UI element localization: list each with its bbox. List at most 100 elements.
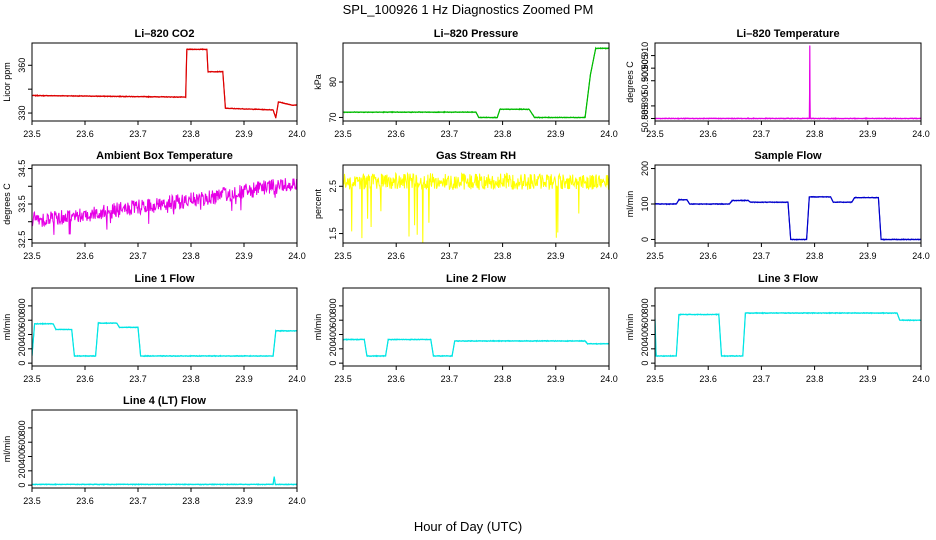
y-tick-label: 330: [17, 106, 27, 121]
series-line: [32, 47, 297, 119]
panel-ylabel: ml/min: [625, 314, 635, 341]
x-tick-label: 23.7: [129, 251, 147, 261]
y-tick-label: 400: [17, 327, 27, 342]
plot-frame: [31, 409, 298, 489]
y-tick-label: 800: [17, 420, 27, 435]
series-line: [655, 69, 921, 120]
series-group: [32, 47, 297, 119]
plot-frame: [342, 287, 610, 367]
series-line-steps: [32, 48, 297, 118]
x-tick-label: 23.8: [494, 374, 512, 384]
y-tick-label: 800: [17, 298, 27, 313]
panel-6: Sample Flow ml/min 23.5 23.6 23.7 23.8 23.9 24.…: [625, 150, 930, 261]
plot-frame: [31, 42, 298, 122]
y-tick-label: 70: [328, 112, 338, 122]
series-line-steps: [32, 476, 297, 485]
x-tick-label: 23.5: [334, 129, 352, 139]
x-tick-label: 23.5: [23, 374, 41, 384]
series-group: [655, 45, 921, 120]
series-line: [343, 171, 609, 243]
plot-frame: [654, 287, 922, 367]
x-tick-label: 24.0: [912, 129, 930, 139]
x-tick-label: 23.8: [494, 251, 512, 261]
panel-title: Line 3 Flow: [758, 273, 818, 285]
series-group: [655, 311, 921, 358]
x-tick-label: 23.9: [547, 129, 565, 139]
panel-ylabel: ml/min: [625, 191, 635, 218]
x-tick-label: 24.0: [288, 374, 306, 384]
x-tick-label: 24.0: [912, 251, 930, 261]
x-tick-label: 23.6: [387, 374, 405, 384]
series-line: [32, 477, 297, 486]
x-tick-label: 23.5: [334, 251, 352, 261]
y-tick-label: 400: [640, 327, 650, 342]
panel-title: Line 2 Flow: [446, 273, 506, 285]
y-tick-label: 360: [17, 58, 27, 73]
x-tick-label: 24.0: [600, 129, 618, 139]
panel-ylabel: percent: [313, 188, 323, 219]
y-tick-label: 600: [17, 435, 27, 450]
y-tick-label: 0: [328, 361, 338, 366]
series-line: [655, 195, 921, 241]
series-group: [655, 195, 921, 241]
x-tick-label: 23.6: [76, 496, 94, 506]
y-tick-label: 600: [640, 313, 650, 328]
x-tick-label: 23.5: [23, 251, 41, 261]
panel-ylabel: Licor ppm: [2, 62, 12, 102]
panel-title: Li–820 CO2: [135, 28, 195, 40]
y-tick-label: 800: [328, 298, 338, 313]
x-tick-label: 24.0: [288, 251, 306, 261]
series-line-steps: [655, 312, 921, 357]
y-tick-label: 200: [17, 463, 27, 478]
x-tick-label: 23.6: [699, 374, 717, 384]
series-group: [32, 178, 297, 235]
panel-ylabel: ml/min: [2, 314, 12, 341]
x-tick-label: 23.9: [547, 251, 565, 261]
x-tick-label: 23.5: [334, 374, 352, 384]
x-tick-label: 23.5: [23, 496, 41, 506]
panel-ylabel: degrees C: [2, 183, 12, 225]
panel-7: Line 1 Flow ml/min 23.5 23.6 23.7 23.8 23.9 24.…: [2, 273, 306, 384]
y-tick-label: 0: [17, 483, 27, 488]
y-tick-label: 400: [328, 327, 338, 342]
x-tick-label: 23.7: [129, 496, 147, 506]
x-tick-label: 23.9: [235, 129, 253, 139]
x-tick-label: 23.7: [753, 251, 771, 261]
series-line-steps: [655, 45, 921, 120]
panel-5: Gas Stream RH percent 23.5 23.6 23.7 23.8 23.9…: [313, 150, 618, 261]
panel-title: Ambient Box Temperature: [96, 150, 233, 162]
panel-3: Li–820 Temperature degrees C 23.5 23.6 23.7 2…: [625, 28, 930, 139]
y-tick-label: 2.5: [328, 180, 338, 193]
y-tick-label: 0: [640, 361, 650, 366]
y-tick-label: 50.905: [640, 54, 650, 82]
series-group: [32, 476, 297, 486]
panel-ylabel: kPa: [313, 74, 323, 90]
panel-title: Li–820 Temperature: [736, 28, 839, 40]
x-tick-label: 23.9: [859, 374, 877, 384]
series-group: [343, 171, 609, 243]
y-tick-label: 80: [328, 77, 338, 87]
y-tick-label: 34.5: [17, 160, 27, 178]
x-tick-label: 23.7: [441, 129, 459, 139]
x-tick-label: 23.5: [646, 129, 664, 139]
x-tick-label: 23.6: [699, 129, 717, 139]
y-tick-label: 0: [640, 237, 650, 242]
x-tick-label: 23.6: [76, 374, 94, 384]
panel-title: Line 4 (LT) Flow: [123, 395, 206, 407]
x-tick-label: 23.5: [23, 129, 41, 139]
x-tick-label: 23.8: [806, 374, 824, 384]
y-tick-label: 50.900: [640, 67, 650, 95]
series-line: [343, 46, 609, 119]
panel-10: Line 4 (LT) Flow ml/min 23.5 23.6 23.7 23.8 23…: [2, 395, 306, 506]
y-tick-label: 100: [640, 196, 650, 211]
x-tick-label: 24.0: [600, 251, 618, 261]
x-tick-label: 23.8: [182, 374, 200, 384]
y-tick-label: 0: [17, 361, 27, 366]
y-tick-label: 200: [328, 341, 338, 356]
figure-xlabel: Hour of Day (UTC): [414, 519, 522, 534]
x-tick-label: 23.7: [129, 129, 147, 139]
x-tick-label: 24.0: [600, 374, 618, 384]
panel-ylabel: ml/min: [313, 314, 323, 341]
x-tick-label: 24.0: [912, 374, 930, 384]
